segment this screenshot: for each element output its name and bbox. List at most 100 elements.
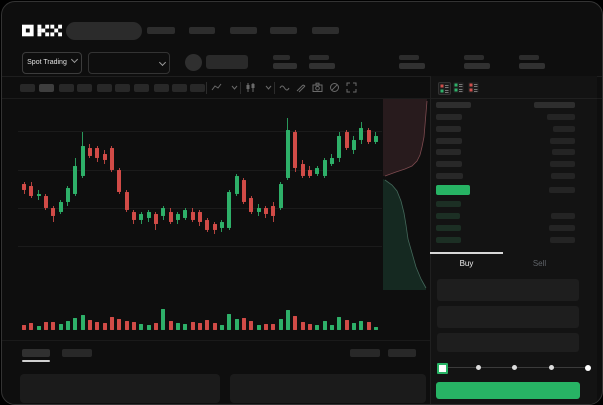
ask-row-price[interactable] [436,173,463,179]
volume-bar [139,323,144,330]
candle-body [271,206,276,216]
candle-body [293,132,298,168]
volume-bar [234,319,239,330]
circle-slash-icon[interactable] [329,82,340,93]
volume-bar [36,326,41,330]
orderbook-view-bids-icon[interactable] [453,82,464,93]
tab-sell[interactable]: Sell [532,259,547,268]
candle-body [146,212,151,218]
volume-bar [65,321,70,330]
ask-row-price[interactable] [436,149,461,156]
draw-pencil-icon[interactable] [295,82,306,93]
fullscreen-expand-icon[interactable] [346,82,357,93]
ticker-stat-label-2 [399,55,419,60]
bottom-control-0[interactable] [350,349,380,357]
volume-bar [219,324,224,330]
volume-bar [263,323,268,330]
bid-row-price[interactable] [436,213,460,219]
slider-stop-1[interactable] [475,365,481,370]
amount-slider[interactable] [436,360,594,376]
candle-body [22,184,26,190]
ask-row-price[interactable] [436,114,462,120]
volume-bar [146,325,151,330]
volume-bar [73,317,78,330]
search-input[interactable] [66,22,142,40]
timeframe-button-3[interactable] [77,84,92,92]
ask-row-price[interactable] [436,125,461,132]
ask-row-price[interactable] [436,161,462,168]
candle-type-icon[interactable] [245,82,256,93]
bid-row-price[interactable] [436,225,461,231]
depth-chart [383,99,428,290]
market-selector-button[interactable]: Spot Trading [22,52,82,74]
volume-bar [241,317,246,330]
candle-body [205,220,210,230]
orderbook-header-price [436,102,471,108]
trade-input-1[interactable] [437,306,579,328]
timeframe-button-8[interactable] [172,84,187,92]
candlestick-chart[interactable] [18,98,382,298]
candle-body [168,212,173,222]
timeframe-button-6[interactable] [134,84,149,92]
nav-item-2[interactable] [230,27,257,34]
orderbook-view-both-icon[interactable] [438,82,451,95]
timeframe-button-5[interactable] [115,84,130,92]
orderbook-header-amount [534,102,575,108]
timeframe-button-0[interactable] [20,84,35,92]
timeframe-button-1[interactable] [39,84,54,92]
candle-body [278,184,283,208]
tab-indicator [430,252,503,254]
bid-row-price[interactable] [436,237,461,243]
orderbook-view-asks-icon[interactable] [468,82,479,93]
gridline [18,131,382,132]
candle-body [87,148,92,156]
candle-body [102,154,107,160]
candle-body [124,192,129,210]
trade-input-2[interactable] [437,333,579,352]
candle-body [234,176,239,194]
nav-item-4[interactable] [312,27,339,34]
indicators-wave-icon[interactable] [279,82,290,93]
slider-stop-3[interactable] [548,365,554,370]
ticker-stat-value-3 [464,63,490,69]
candle-body [161,208,166,216]
volume-bar [315,325,320,330]
slider-handle[interactable] [437,363,448,374]
line-style-icon[interactable] [211,82,222,93]
last-price-amount [549,187,575,193]
camera-icon[interactable] [312,82,323,93]
ask-row-amount [553,125,575,132]
ticker-stat-label-0 [273,55,290,60]
volume-bar [373,326,378,330]
tab-buy[interactable]: Buy [459,259,474,268]
bottom-tab-1[interactable] [62,349,92,357]
candle-body [212,224,217,230]
nav-item-3[interactable] [270,27,297,34]
avatar[interactable] [185,54,202,71]
timeframe-button-4[interactable] [97,84,112,92]
bid-row-price[interactable] [436,201,461,207]
volume-bars [18,305,382,330]
slider-stop-2[interactable] [511,365,517,370]
nav-item-1[interactable] [189,27,215,34]
chevron-down-icon[interactable] [263,82,274,93]
last-price-highlight[interactable] [436,185,470,195]
timeframe-button-9[interactable] [190,84,205,92]
candle-body [109,148,114,170]
pair-selector-dropdown[interactable] [88,52,170,74]
candle-body [300,164,305,176]
slider-stop-4[interactable] [585,364,591,371]
nav-item-0[interactable] [147,27,175,34]
timeframe-button-2[interactable] [59,84,74,92]
volume-bar [168,321,173,330]
bottom-control-1[interactable] [388,349,416,357]
ask-row-price[interactable] [436,137,462,144]
candle-body [80,146,85,176]
bottom-tab-0[interactable] [22,349,50,357]
chevron-down-icon[interactable] [229,82,240,93]
buy-button[interactable] [436,382,580,399]
candle-body [337,136,342,158]
timeframe-button-7[interactable] [154,84,169,92]
trade-input-0[interactable] [437,279,579,301]
